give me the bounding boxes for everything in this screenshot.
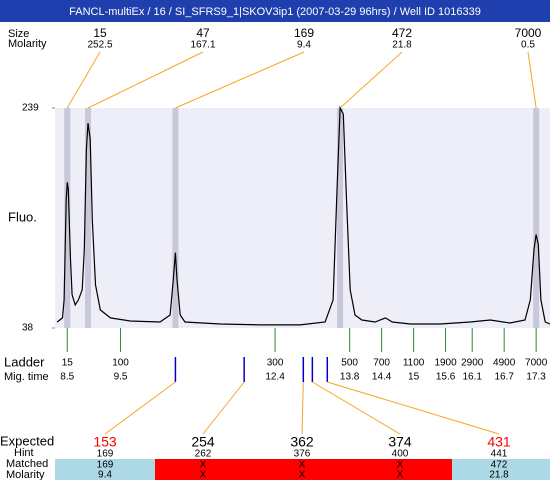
ladder-size: 500 [341,358,358,369]
peak-size: 7000 [515,26,542,40]
ladder-size: 700 [373,358,390,369]
peak-band [172,108,179,328]
peak-molarity: 0.5 [521,40,535,51]
electropherogram [56,105,550,326]
ladder-time: 12.4 [265,372,285,383]
ladder-time: 9.5 [114,372,128,383]
result-cell [252,459,351,480]
matched-molarity: 9.4 [98,470,112,480]
ladder-size: 15 [62,358,74,369]
hint-size: 262 [195,449,212,460]
peak-connector [527,51,537,109]
peak-size: 169 [294,26,314,40]
molarity-label: Molarity [6,469,45,480]
expected-connector [312,381,401,435]
y-axis-label: Fluo. [8,209,37,224]
peak-molarity: 252.5 [87,40,112,51]
peak-connector [175,51,305,109]
matched-label: Matched [6,458,48,470]
expected-size: 431 [487,434,511,450]
mig-time-label: Mig. time [4,371,49,383]
ladder-time: 15 [408,372,420,383]
peak-band [337,108,344,328]
ladder-time: 15.6 [436,372,456,383]
peak-size: 472 [392,26,412,40]
peak-size: 47 [196,26,210,40]
y-tick-label: 38 [22,323,34,334]
hint-label: Hint [14,447,34,459]
ladder-size: 2900 [461,358,484,369]
y-tick-label: 239 [22,103,39,114]
ladder-size: 300 [267,358,284,369]
ladder-time: 13.8 [340,372,360,383]
peak-connector [339,51,403,109]
matched-size: 169 [97,460,114,471]
expected-connector [301,381,304,435]
expected-size: 254 [191,434,215,450]
peak-connector [87,51,204,109]
ladder-size: 7000 [525,358,548,369]
ladder-time: 16.7 [494,372,514,383]
ladder-size: 100 [112,358,129,369]
ladder-size: 1900 [434,358,457,369]
peak-connector [66,51,101,109]
ladder-label: Ladder [4,354,45,369]
result-cell [452,459,550,480]
matched-molarity: X [397,470,404,480]
matched-size: 472 [491,460,508,471]
result-cell [351,459,452,480]
hint-size: 376 [294,449,311,460]
peak-size: 15 [93,26,107,40]
peak-band [64,108,71,328]
peak-band [85,108,92,328]
header-bar [0,0,550,22]
matched-size: X [200,460,207,471]
expected-label: Expected [0,433,54,448]
peak-molarity: 9.4 [297,40,311,51]
result-cell [55,459,155,480]
ladder-time: 8.5 [60,372,74,383]
expected-connector [104,381,176,435]
peak-size-label: Size [8,28,29,40]
ladder-time: 17.3 [526,372,546,383]
expected-size: 153 [93,434,117,450]
ladder-size: 1100 [403,358,425,369]
peak-molarity: 21.8 [392,40,412,51]
ladder-time: 16.1 [462,372,482,383]
expected-connector [327,381,500,435]
hint-size: 441 [491,449,508,460]
plot-area [55,108,550,328]
peak-band [533,108,540,328]
expected-size: 362 [290,434,314,450]
ladder-size: 4900 [493,358,516,369]
matched-molarity: X [299,470,306,480]
hint-size: 400 [392,449,409,460]
matched-molarity: 21.8 [489,470,509,480]
ladder-time: 14.4 [372,372,392,383]
hint-size: 169 [97,449,114,460]
header-title: FANCL-multiEx / 16 / SI_SFRS9_1|SKOV3ip1… [69,6,481,18]
matched-size: X [299,460,306,471]
matched-size: X [397,460,404,471]
expected-connector [202,381,245,435]
matched-molarity: X [200,470,207,480]
expected-size: 374 [388,434,412,450]
peak-molarity-label: Molarity [8,38,47,50]
peak-molarity: 167.1 [190,40,215,51]
result-cell [155,459,252,480]
